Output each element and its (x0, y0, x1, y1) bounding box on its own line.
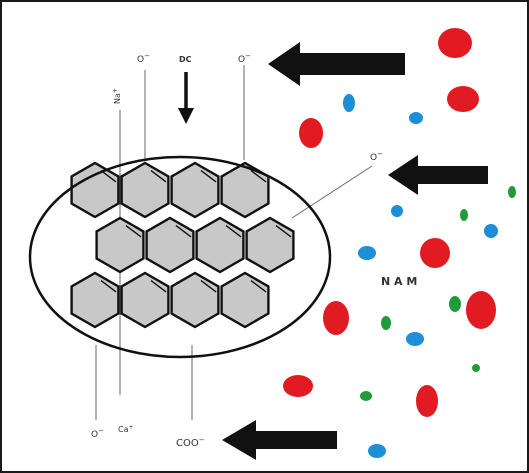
label-na: Na+ (112, 88, 122, 104)
carbon-hexagon (220, 161, 270, 219)
label-oh-top: O− (137, 52, 150, 65)
double-bond-line (250, 170, 267, 183)
particles (283, 28, 516, 458)
label-oh-right: O− (238, 52, 251, 65)
red-particle (283, 375, 313, 397)
blue-particle (409, 112, 423, 124)
carbon-hexagon (70, 161, 120, 219)
green-particle (460, 209, 468, 221)
blue-particle (406, 332, 424, 346)
carbon-hexagon (95, 216, 145, 274)
carbon-hexagon (195, 216, 245, 274)
label-coo: COO− (176, 436, 205, 449)
double-bond-line (275, 225, 292, 238)
double-bond-line (150, 280, 167, 293)
adsorbent-ellipse (28, 155, 332, 359)
red-particle (447, 86, 479, 112)
green-particle (449, 296, 461, 312)
red-particle (323, 301, 349, 335)
carbon-hexagon (145, 216, 195, 274)
label-ca: Ca+ (118, 424, 134, 434)
red-particle (420, 238, 450, 268)
arrow-middle (388, 155, 488, 195)
double-bond-line (100, 170, 117, 183)
carbon-hexagon (170, 271, 220, 329)
label-nam: N A M (381, 275, 417, 288)
arrow-down-dc (178, 72, 194, 124)
label-oh-bottom: O− (91, 427, 104, 440)
blue-particle (343, 94, 355, 112)
label-dc: DC (179, 55, 192, 64)
red-particle (299, 118, 323, 148)
carbon-hexagon (70, 271, 120, 329)
red-particle (416, 385, 438, 417)
blue-particle (368, 444, 386, 458)
double-bond-line (175, 225, 192, 238)
arrow-bottom (222, 420, 337, 460)
double-bond-line (100, 280, 117, 293)
carbon-hexagon-sheet (70, 161, 295, 329)
carbon-hexagon (120, 271, 170, 329)
red-particle (466, 291, 496, 329)
green-particle (508, 186, 516, 198)
double-bond-line (200, 280, 217, 293)
carbon-hexagon (220, 271, 270, 329)
double-bond-line (225, 225, 242, 238)
carbon-hexagon (170, 161, 220, 219)
green-particle (381, 316, 391, 330)
blue-particle (358, 246, 376, 260)
double-bond-line (200, 170, 217, 183)
arrow-top (268, 42, 405, 86)
label-oh-mid: O− (370, 150, 383, 163)
double-bond-line (150, 170, 167, 183)
blue-particle (391, 205, 403, 217)
green-particle (472, 364, 480, 372)
double-bond-line (125, 225, 142, 238)
carbon-hexagon (245, 216, 295, 274)
red-particle (438, 28, 472, 58)
blue-particle (484, 224, 498, 238)
double-bond-line (250, 280, 267, 293)
guide-line-oh-mid (291, 165, 373, 219)
green-particle (360, 391, 372, 401)
carbon-hexagon (120, 161, 170, 219)
